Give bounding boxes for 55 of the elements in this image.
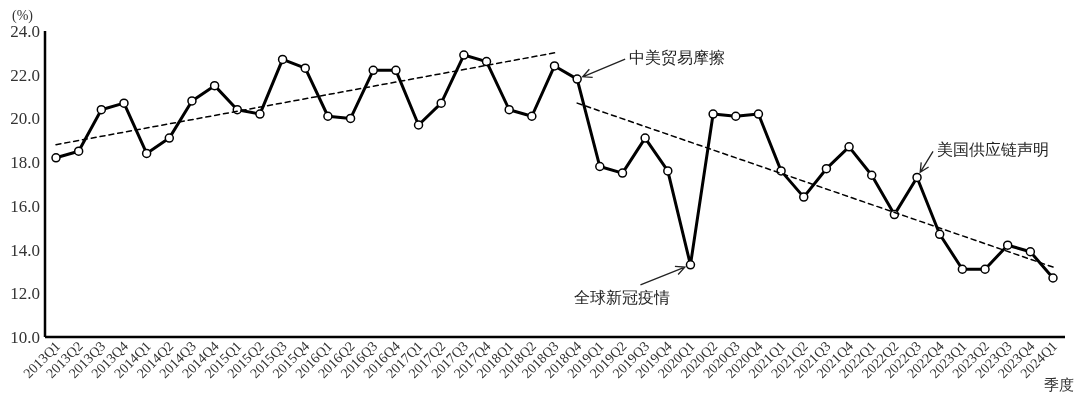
point	[572, 74, 582, 84]
point	[164, 133, 175, 143]
point	[595, 161, 605, 172]
point	[617, 168, 628, 178]
point	[753, 109, 764, 119]
point	[866, 170, 877, 181]
point	[504, 104, 514, 115]
point	[413, 120, 424, 130]
point	[323, 111, 333, 121]
point	[141, 148, 152, 159]
point	[549, 61, 560, 71]
point	[731, 111, 741, 121]
x-axis-title: 季度	[1044, 377, 1074, 393]
point	[663, 166, 673, 176]
point	[980, 264, 990, 274]
point	[459, 50, 469, 60]
point	[436, 98, 446, 108]
point	[73, 146, 84, 156]
point	[345, 113, 356, 124]
y-tick-label: 16.0	[10, 196, 40, 216]
point	[685, 260, 696, 270]
y-axis-title: (%)	[12, 8, 34, 24]
y-tick-label: 12.0	[10, 284, 40, 304]
point	[391, 65, 401, 76]
point	[527, 111, 537, 121]
point	[481, 56, 492, 67]
point	[934, 229, 945, 240]
annotation: 美国供应链声明	[937, 141, 1050, 159]
annotation: 中美贸易摩擦	[629, 49, 726, 67]
point	[255, 109, 265, 119]
point	[209, 80, 220, 91]
point	[51, 153, 61, 163]
point	[300, 63, 310, 73]
point	[368, 65, 378, 76]
point	[187, 96, 197, 106]
point	[912, 172, 922, 183]
point	[1025, 247, 1036, 257]
point	[1002, 240, 1013, 250]
y-tick-label: 20.0	[10, 109, 40, 129]
point	[1048, 273, 1058, 283]
point	[957, 264, 968, 274]
point	[799, 192, 809, 202]
point	[844, 142, 854, 152]
point	[640, 133, 650, 143]
point	[119, 98, 129, 108]
y-tick-label: 14.0	[10, 240, 40, 260]
point	[708, 109, 718, 119]
point	[96, 104, 107, 115]
y-tick-label: 24.0	[10, 22, 40, 41]
point	[821, 163, 832, 174]
annotation: 全球新冠疫情	[574, 288, 671, 306]
point	[277, 54, 288, 65]
y-tick-label: 10.0	[10, 328, 40, 347]
y-tick-label: 22.0	[10, 65, 40, 85]
y-tick-label: 18.0	[10, 153, 40, 173]
